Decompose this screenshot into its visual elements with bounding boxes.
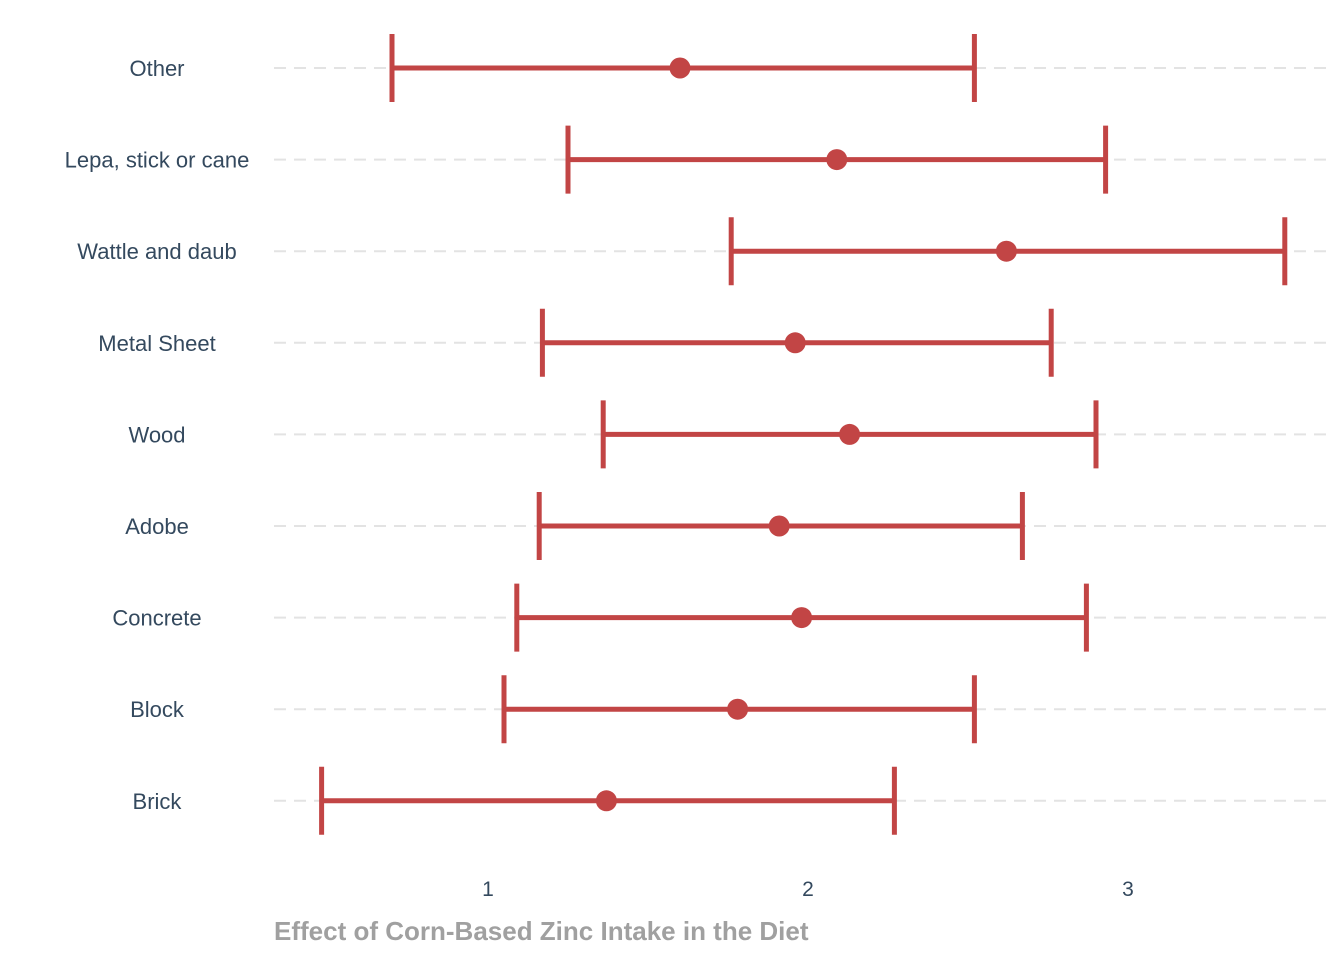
- x-tick-label-2: 2: [802, 878, 814, 901]
- x-tick-label-1: 1: [482, 878, 494, 901]
- errorbar-other: [389, 34, 977, 102]
- category-label-brick: Brick: [133, 789, 183, 814]
- estimate-point-concrete: [791, 607, 813, 629]
- category-label-metal-sheet: Metal Sheet: [98, 331, 215, 356]
- errorbar-metal-sheet: [539, 308, 1054, 377]
- estimate-point-lepa-stick-or-cane: [826, 149, 848, 171]
- x-axis-ticks: 1 2 3: [482, 878, 1134, 901]
- errorbar-lepa-stick-or-cane: [565, 125, 1109, 194]
- errorbar-adobe: [536, 492, 1025, 560]
- estimate-point-other: [669, 57, 691, 79]
- x-axis-title: Effect of Corn-Based Zinc Intake in the …: [274, 916, 809, 946]
- category-label-concrete: Concrete: [112, 606, 201, 631]
- category-label-wattle-and-daub: Wattle and daub: [77, 239, 236, 264]
- error-bars: [319, 34, 1288, 835]
- category-labels: Brick Block Concrete Adobe Wood Metal Sheet Wa…: [65, 56, 250, 814]
- x-tick-label-3: 3: [1122, 878, 1134, 901]
- errorbar-concrete: [514, 583, 1089, 652]
- errorbar-wood: [600, 400, 1099, 469]
- category-label-adobe: Adobe: [125, 514, 189, 539]
- estimate-point-adobe: [768, 515, 790, 537]
- errorbar-block: [501, 675, 977, 744]
- category-label-wood: Wood: [128, 422, 185, 447]
- estimate-point-block: [727, 698, 749, 720]
- errorbar-brick: [319, 766, 897, 835]
- category-label-other: Other: [129, 56, 184, 81]
- estimate-point-brick: [595, 790, 617, 812]
- category-label-block: Block: [130, 697, 185, 722]
- estimate-point-wood: [839, 423, 861, 445]
- estimate-point-metal-sheet: [784, 332, 806, 354]
- category-label-lepa-stick-or-cane: Lepa, stick or cane: [65, 148, 250, 173]
- errorbar-wattle-and-daub: [728, 217, 1288, 286]
- estimate-point-wattle-and-daub: [995, 240, 1017, 262]
